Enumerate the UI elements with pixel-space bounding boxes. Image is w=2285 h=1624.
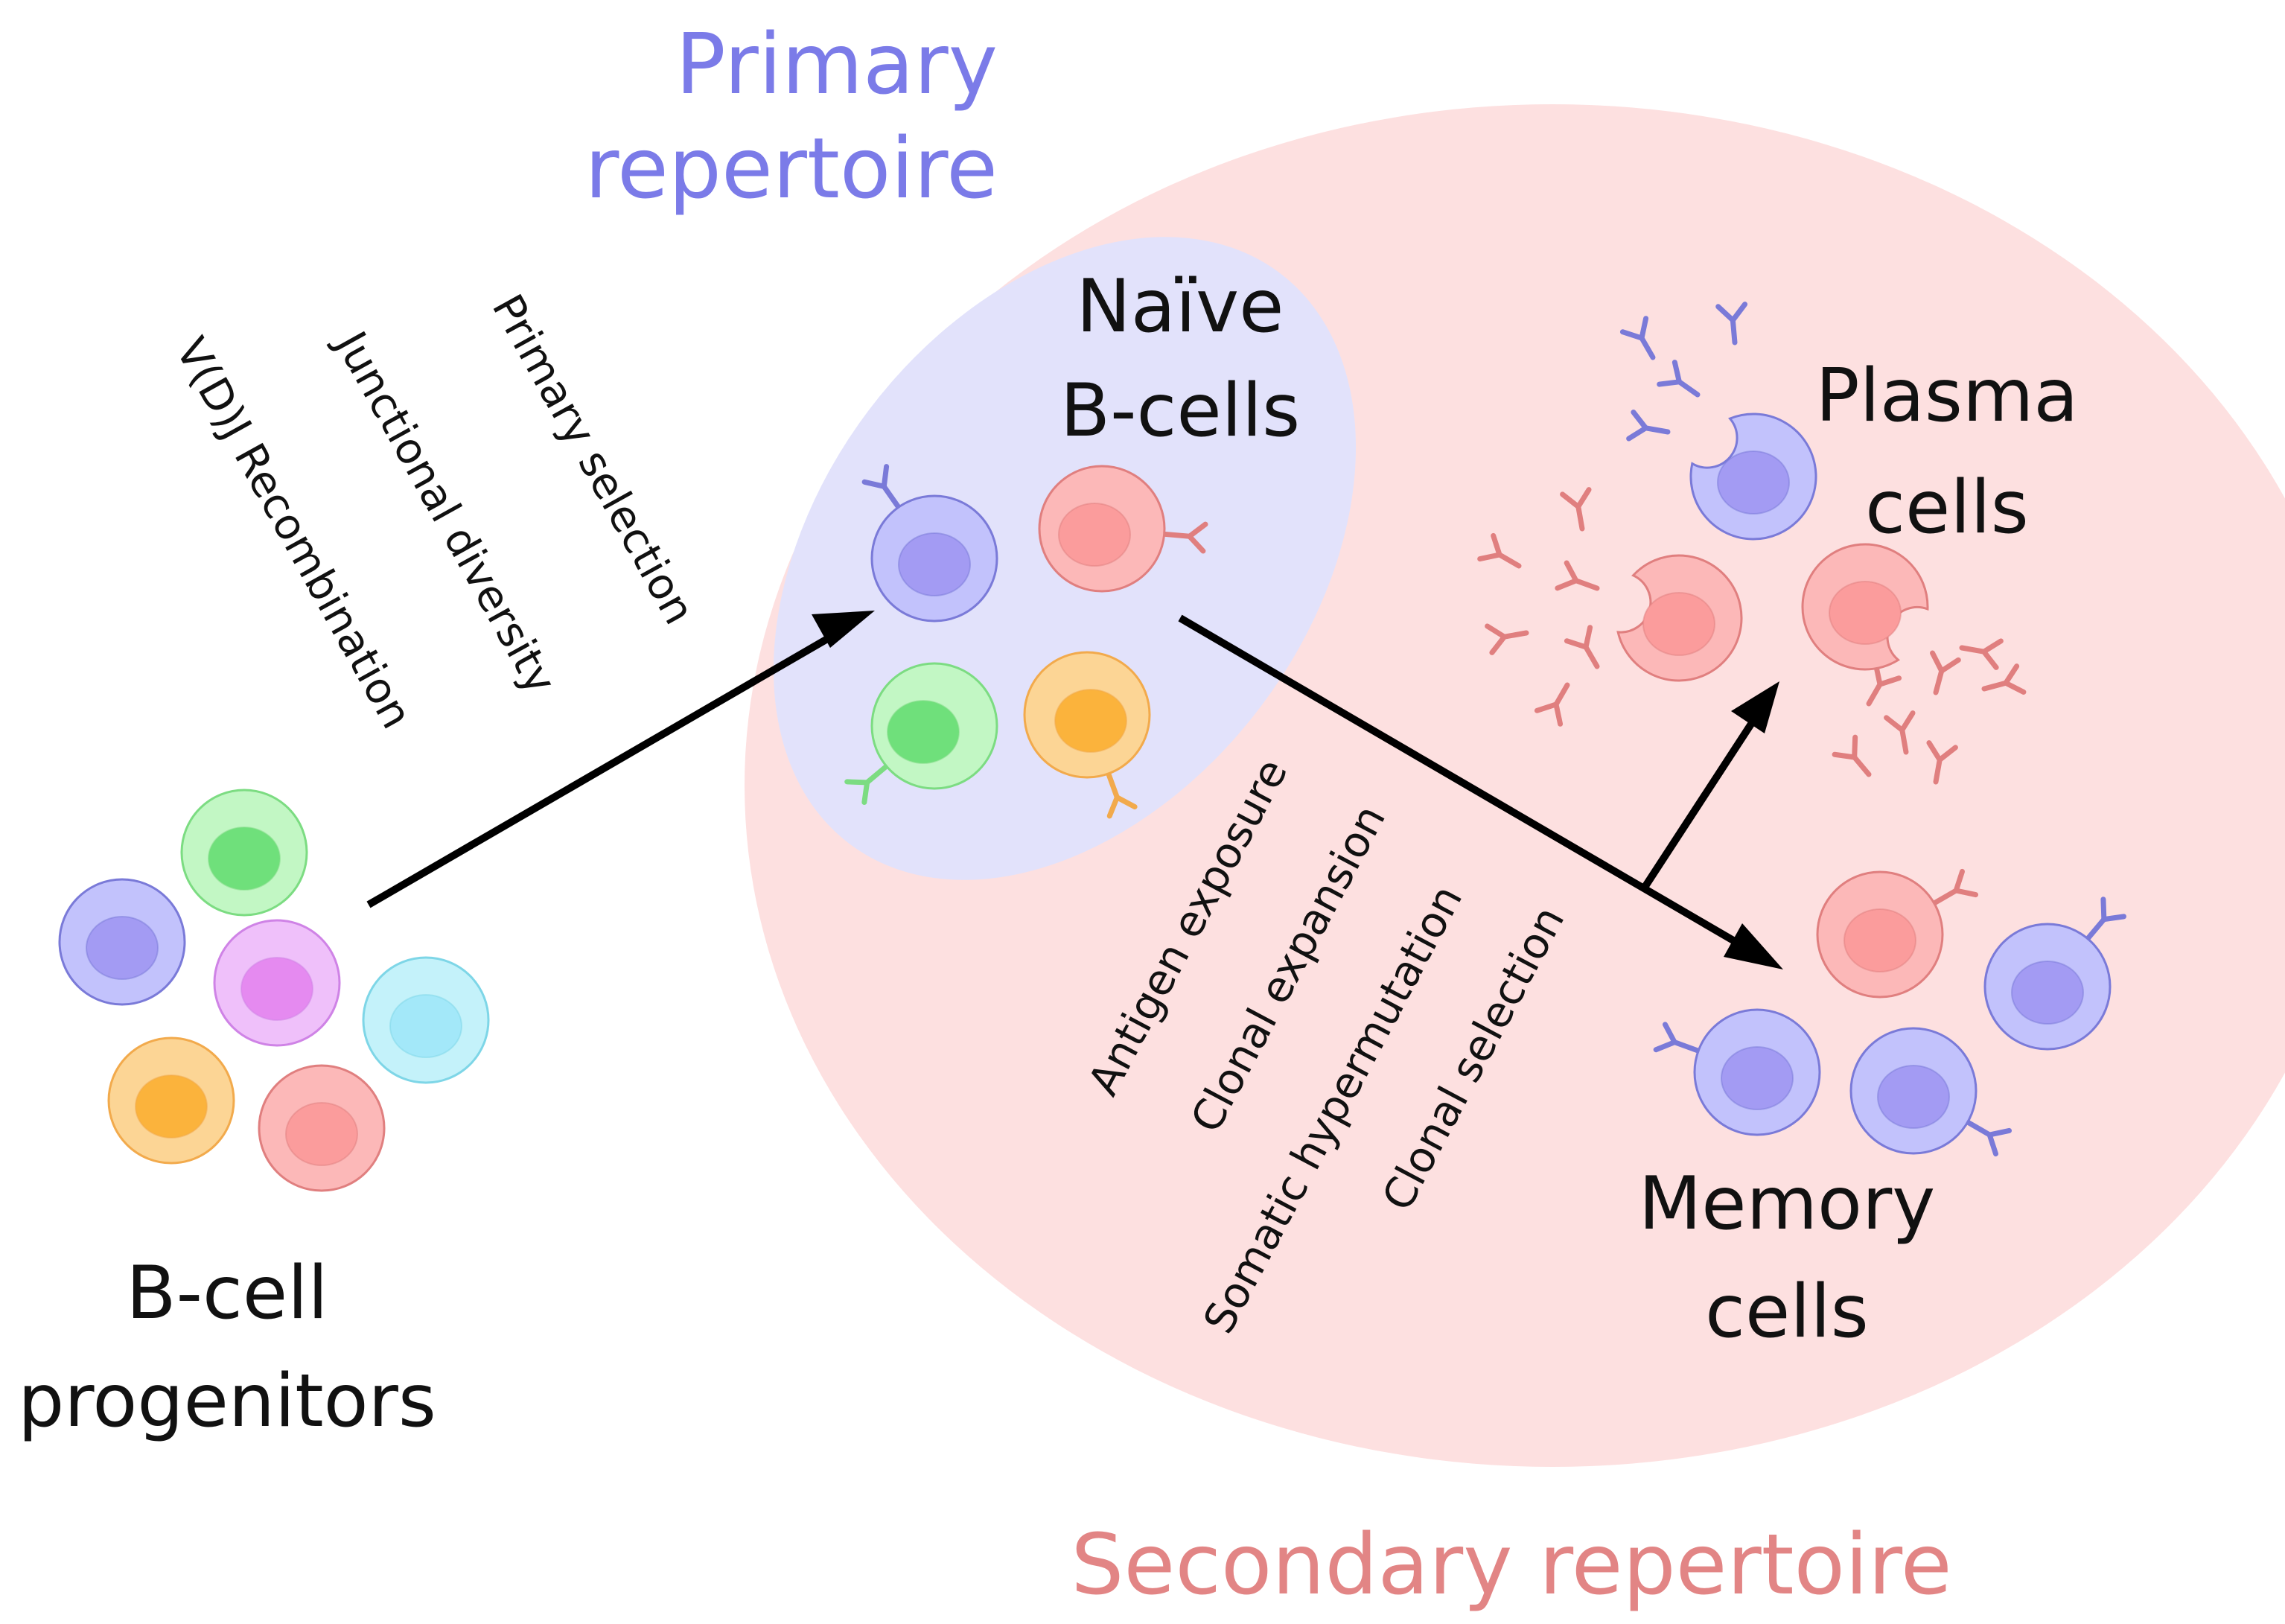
nucleus: [285, 1102, 358, 1166]
cells: [58, 413, 2112, 1192]
progenitors-label-line1: B-cell: [126, 1251, 328, 1336]
plasma-cell-blue: [1689, 413, 1817, 541]
nucleus: [86, 916, 159, 980]
naive-cell-red-receptor: [1161, 521, 1208, 554]
nucleus: [1829, 581, 1902, 645]
free-antibody-2: [1715, 302, 1748, 346]
arrows: [366, 611, 1783, 969]
free-antibody-12: [1981, 663, 2027, 695]
memory-cell-blue-1-receptor: [2085, 897, 2126, 942]
free-antibody-9: [1564, 625, 1600, 669]
naive-cell-red: [1038, 465, 1166, 593]
free-antibody-1: [1619, 316, 1656, 360]
primary-repertoire-label-line2: repertoire: [584, 121, 998, 217]
secondary-repertoire-label: Secondary repertoire: [1071, 1517, 1951, 1614]
nucleus: [240, 957, 313, 1021]
nucleus: [389, 994, 462, 1058]
free-antibody-5: [1560, 487, 1592, 532]
step-primary-selection: Primary selection: [482, 287, 704, 633]
free-antibody-6: [1477, 532, 1522, 569]
arrow-naive-to-memory: [1178, 614, 1744, 949]
free-antibody-3: [1657, 360, 1701, 398]
free-antibody-15: [1884, 710, 1916, 755]
memory-label-line1: Memory: [1639, 1162, 1936, 1246]
memory-cell-blue-2-receptor: [1653, 1022, 1701, 1054]
nucleus: [1877, 1065, 1950, 1129]
arrow-progenitors-to-naive: [366, 629, 840, 908]
naive-cell-blue-receptor: [861, 464, 902, 510]
arrow-naive-to-memory-head: [1724, 923, 1783, 969]
nucleus: [887, 700, 960, 764]
primary-repertoire-label-line1: Primary: [675, 16, 998, 113]
memory-label-line2: cells: [1705, 1270, 1869, 1354]
progenitor-cell-purple: [213, 919, 341, 1047]
progenitor-cell-green: [180, 789, 308, 917]
free-antibody-4: [1626, 410, 1671, 442]
nucleus: [1721, 1046, 1794, 1110]
nucleus: [1843, 908, 1916, 972]
nucleus: [208, 827, 281, 891]
antibodies: [1477, 302, 2027, 785]
progenitor-cell-blue: [58, 878, 186, 1006]
naive-cell-blue: [870, 494, 998, 622]
free-antibody-16: [1926, 740, 1958, 785]
memory-cell-blue-1: [1983, 923, 2112, 1051]
free-antibody-17: [1832, 734, 1872, 777]
free-antibody-10: [1534, 682, 1570, 727]
naive-cell-orange: [1023, 651, 1151, 779]
free-antibody-13: [1930, 650, 1961, 695]
naive-cell-green: [870, 662, 998, 790]
plasma-label-line2: cells: [1865, 465, 2029, 550]
nucleus: [1054, 689, 1127, 753]
progenitor-cell-cyan: [362, 956, 490, 1084]
arrow-branch-to-plasma-head: [1731, 681, 1779, 733]
naive-label-line2: B-cells: [1060, 369, 1300, 453]
progenitors-label-line2: progenitors: [18, 1359, 436, 1444]
memory-cell-blue-3-receptor: [1965, 1119, 2012, 1157]
nucleus: [898, 532, 971, 596]
plasma-cell-red-2: [1801, 543, 1929, 671]
plasma-label-line1: Plasma: [1816, 354, 2079, 439]
receptors: [844, 464, 2126, 1157]
free-antibody-7: [1555, 560, 1600, 591]
nucleus: [1717, 450, 1790, 515]
memory-cell-blue-2: [1693, 1008, 1821, 1136]
memory-cell-red: [1816, 870, 1944, 999]
plasma-cell-red-1: [1616, 554, 1743, 682]
memory-cell-blue-3: [1849, 1027, 1978, 1155]
progenitor-cell-red: [258, 1064, 386, 1192]
naive-label-line1: Naïve: [1077, 264, 1284, 349]
arrow-progenitors-to-naive-head: [812, 611, 875, 648]
nucleus: [2011, 961, 2084, 1025]
free-antibody-8: [1485, 623, 1529, 655]
nucleus: [1642, 592, 1715, 656]
nucleus: [135, 1074, 208, 1139]
progenitor-cell-orange: [107, 1037, 235, 1165]
memory-cell-red-receptor: [1931, 868, 1979, 906]
free-antibody-11: [1959, 638, 2004, 670]
arrow-branch-to-plasma: [1642, 713, 1761, 888]
naive-cell-orange-receptor: [1106, 771, 1138, 819]
naive-cell-green-receptor: [844, 763, 890, 805]
nucleus: [1058, 503, 1131, 567]
